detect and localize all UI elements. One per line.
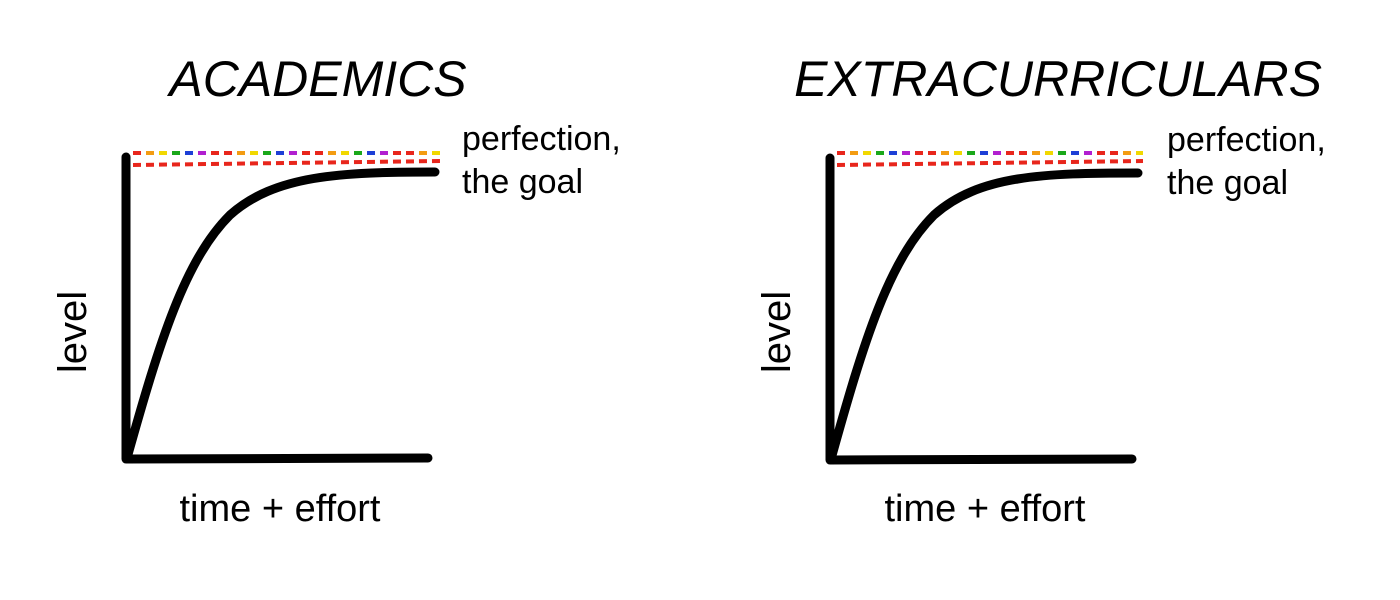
panel: ACADEMICS level time + effort perfection… — [51, 51, 621, 530]
panel: EXTRACURRICULARS level time + effort per… — [755, 51, 1326, 530]
annotation: perfection, — [462, 120, 621, 158]
goal-lines — [132, 151, 441, 167]
goal-line — [132, 159, 441, 167]
curve — [826, 168, 1143, 464]
curve — [122, 167, 440, 463]
annotation: perfection, — [1167, 121, 1326, 159]
annotation: the goal — [462, 163, 583, 201]
y-axis-label: level — [755, 291, 799, 373]
goal-line — [836, 159, 1144, 167]
axes — [825, 153, 1137, 465]
panel-title: ACADEMICS — [166, 51, 466, 107]
x-axis-label: time + effort — [179, 488, 380, 530]
goal-lines — [836, 151, 1144, 167]
panel-title: EXTRACURRICULARS — [794, 51, 1322, 107]
axes — [121, 152, 433, 464]
annotation: the goal — [1167, 164, 1288, 202]
x-axis-label: time + effort — [884, 488, 1085, 530]
y-axis-label: level — [51, 291, 95, 373]
